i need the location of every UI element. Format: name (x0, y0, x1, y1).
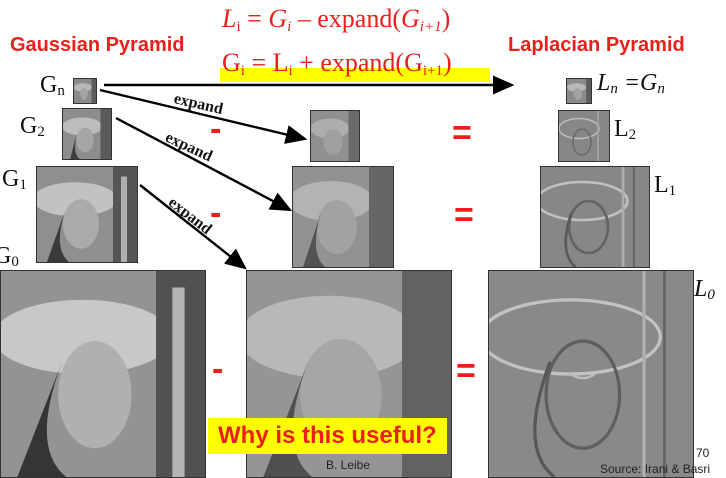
expanded-image-small (310, 110, 360, 162)
gaussian-image-g1 (36, 166, 138, 263)
formula-gaussian: Gi = Li + expand(Gi+1) (222, 48, 452, 79)
minus-operator-3: - (212, 350, 224, 388)
laplacian-image-ln (566, 78, 592, 104)
gaussian-image-g0 (0, 270, 206, 478)
minus-operator-2: - (210, 194, 222, 232)
formula-highlight (220, 68, 490, 82)
equals-operator-3: = (456, 352, 476, 390)
label-g1: G1 (2, 166, 27, 193)
arrow-expand-g2 (115, 116, 293, 212)
label-gn: Gn (40, 72, 65, 99)
label-g0: G0 (0, 243, 19, 270)
formula-laplacian: Li = Gi – expand(Gi+1) (222, 4, 451, 35)
gaussian-image-gn (73, 78, 97, 104)
source-text: Source: Irani & Basri (600, 462, 711, 476)
laplacian-image-l1 (540, 166, 650, 268)
equals-operator-2: = (454, 196, 474, 234)
arrow-expand-gn (99, 88, 308, 144)
label-g2: G2 (20, 113, 45, 140)
laplacian-image-l2 (558, 110, 610, 162)
page-number: 70 (696, 446, 710, 460)
label-l1: L1 (654, 172, 677, 199)
label-l0: L0 (694, 276, 715, 303)
gaussian-image-g2 (62, 108, 112, 160)
label-l2: L2 (614, 116, 637, 143)
why-useful-callout: Why is this useful? (208, 418, 447, 454)
gaussian-pyramid-heading: Gaussian Pyramid (10, 34, 185, 56)
arrow-expand-g1 (139, 184, 247, 270)
laplacian-pyramid-heading: Laplacian Pyramid (508, 34, 685, 56)
label-ln: Ln =Gn (597, 70, 665, 97)
laplacian-image-l0 (488, 270, 694, 478)
minus-operator-1: - (210, 110, 222, 148)
equals-operator-1: = (452, 114, 472, 152)
expanded-image-medium (292, 166, 394, 268)
credit-text: B. Leibe (326, 458, 371, 472)
